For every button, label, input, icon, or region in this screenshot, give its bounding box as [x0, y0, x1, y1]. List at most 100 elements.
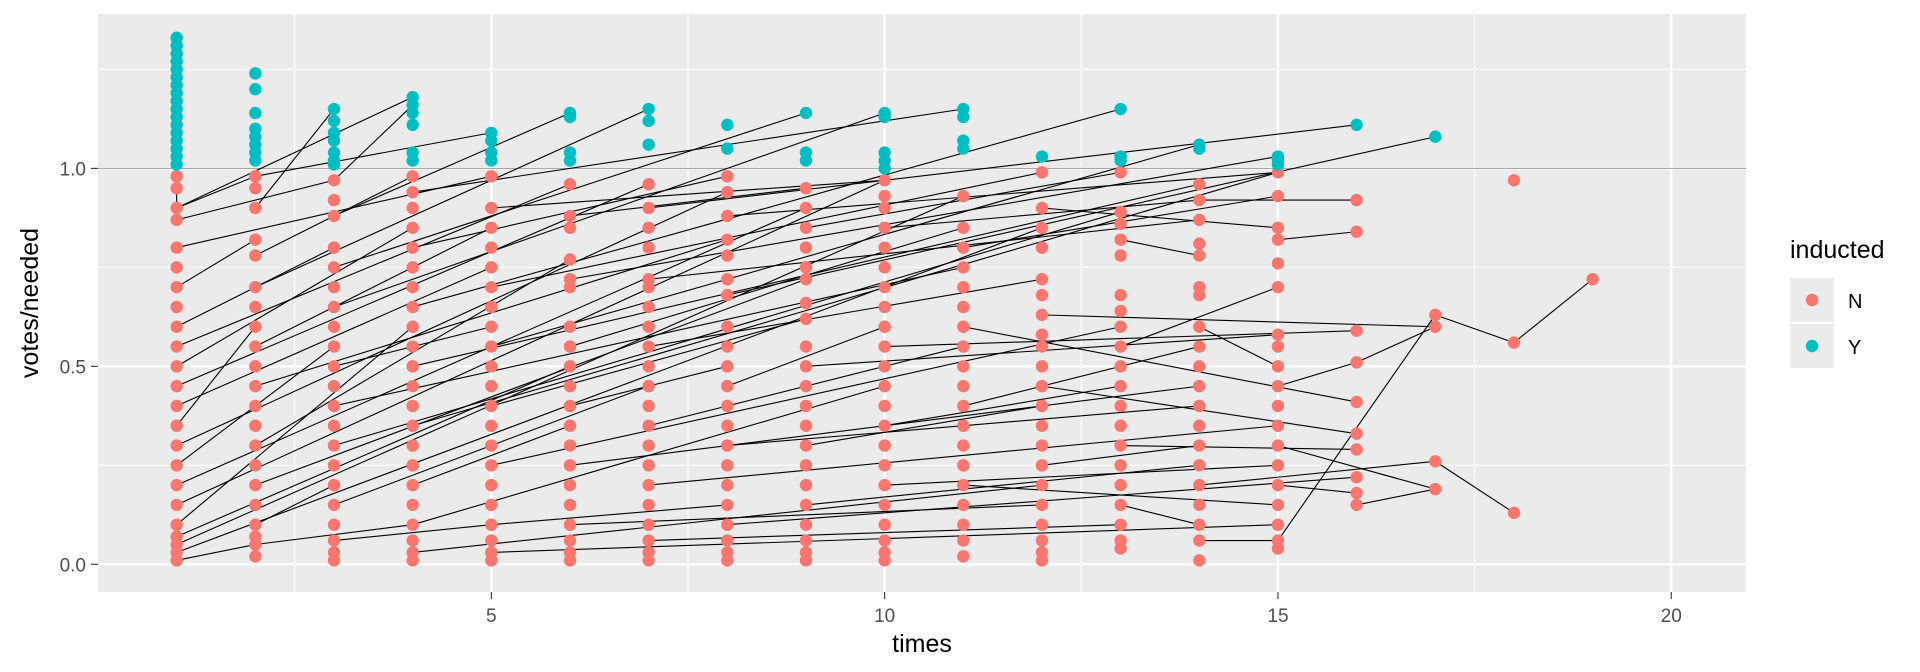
data-point-y [563, 110, 577, 124]
trajectory-line [1277, 444, 1436, 490]
data-point-n [327, 534, 341, 547]
trajectory-line [333, 112, 885, 308]
trajectory-line [176, 96, 413, 209]
data-point-n [642, 201, 655, 215]
legend-dot-y [1805, 339, 1819, 353]
trajectory-line [884, 385, 1121, 427]
data-point-n [1035, 478, 1049, 492]
data-point-n [249, 498, 262, 512]
data-point-n [878, 221, 891, 234]
data-point-n [327, 280, 341, 294]
data-point-n [642, 300, 655, 314]
y-axis-title: votes/needed [16, 228, 44, 378]
data-point-n [1271, 399, 1285, 413]
data-point-n [1114, 166, 1127, 179]
data-point-n [327, 241, 341, 254]
trajectory-line [412, 108, 964, 193]
trajectory-line [1120, 444, 1357, 451]
data-point-n [1350, 486, 1363, 500]
trajectory-line [333, 524, 492, 542]
data-point-n [799, 201, 813, 215]
data-point-n [406, 419, 419, 432]
data-point-n [1271, 518, 1285, 531]
data-point-n [170, 213, 183, 227]
data-point-n [1035, 273, 1049, 286]
data-point-n [170, 379, 183, 393]
y-tick-label: 1.0 [60, 159, 86, 180]
data-point-n [563, 459, 577, 472]
data-point-n [563, 498, 577, 512]
data-point-n [1271, 478, 1285, 492]
trajectory-line [412, 108, 1121, 308]
data-point-n [642, 241, 655, 254]
data-point-y [878, 110, 891, 124]
x-tick-label: 5 [486, 606, 497, 627]
data-point-n [485, 534, 498, 547]
data-point-n [721, 185, 734, 199]
data-point-n [878, 534, 891, 547]
data-point-n [1350, 193, 1363, 207]
trajectory-line [648, 278, 1043, 348]
data-point-n [642, 498, 655, 512]
data-point-n [957, 379, 970, 393]
data-point-n [799, 459, 813, 472]
data-point-n [170, 518, 183, 531]
data-point-n [721, 534, 734, 547]
data-point-n [957, 340, 970, 353]
trajectory-line [569, 227, 964, 348]
data-point-n [957, 419, 970, 432]
data-point-n [799, 360, 813, 373]
trajectory-line [1199, 460, 1436, 486]
data-point-y [485, 134, 498, 147]
data-point-n [485, 518, 498, 531]
data-point-n [878, 360, 891, 373]
data-point-n [878, 554, 891, 567]
data-point-n [485, 360, 498, 373]
data-point-n [642, 478, 655, 492]
data-point-n [1271, 189, 1285, 203]
data-point-y [406, 154, 419, 167]
trajectory-line [569, 187, 807, 217]
trajectory-line [1120, 286, 1279, 348]
trajectory-line [805, 464, 1200, 506]
data-point-n [721, 439, 734, 452]
data-point-n [878, 498, 891, 512]
data-point-n [406, 518, 419, 531]
data-point-n [170, 498, 183, 512]
trajectory-line [176, 266, 492, 407]
data-point-n [1035, 328, 1049, 341]
data-point-n [1271, 328, 1285, 341]
x-tick-label: 10 [874, 606, 895, 627]
data-point-n [406, 360, 419, 373]
data-point-n [563, 554, 577, 567]
data-point-n [957, 550, 970, 563]
trajectory-line [648, 425, 1279, 486]
data-point-n [249, 300, 262, 314]
data-point-n [1271, 498, 1285, 512]
data-point-n [642, 379, 655, 393]
data-point-n [327, 209, 341, 223]
y-axis: 0.0 0.5 1.0 [60, 159, 98, 576]
data-point-y [1429, 130, 1442, 143]
trajectory-line [255, 132, 492, 177]
data-point-n [1271, 439, 1285, 452]
data-point-n [249, 459, 262, 472]
data-point-n [799, 419, 813, 432]
data-point-n [1271, 419, 1285, 432]
data-point-n [721, 209, 734, 223]
data-point-n [799, 273, 813, 286]
data-point-y [957, 110, 970, 124]
data-point-n [170, 554, 183, 567]
trajectory-line [1120, 504, 1200, 526]
data-point-n [878, 478, 891, 492]
data-point-n [563, 439, 577, 452]
data-point-n [1114, 478, 1127, 492]
data-point-n [1350, 427, 1363, 440]
data-point-y [563, 154, 577, 167]
plot-panel [98, 14, 1746, 592]
data-point-n [249, 538, 262, 551]
data-point-n [406, 221, 419, 234]
data-point-n [327, 554, 341, 567]
data-point-n [957, 399, 970, 413]
data-point-n [170, 478, 183, 492]
